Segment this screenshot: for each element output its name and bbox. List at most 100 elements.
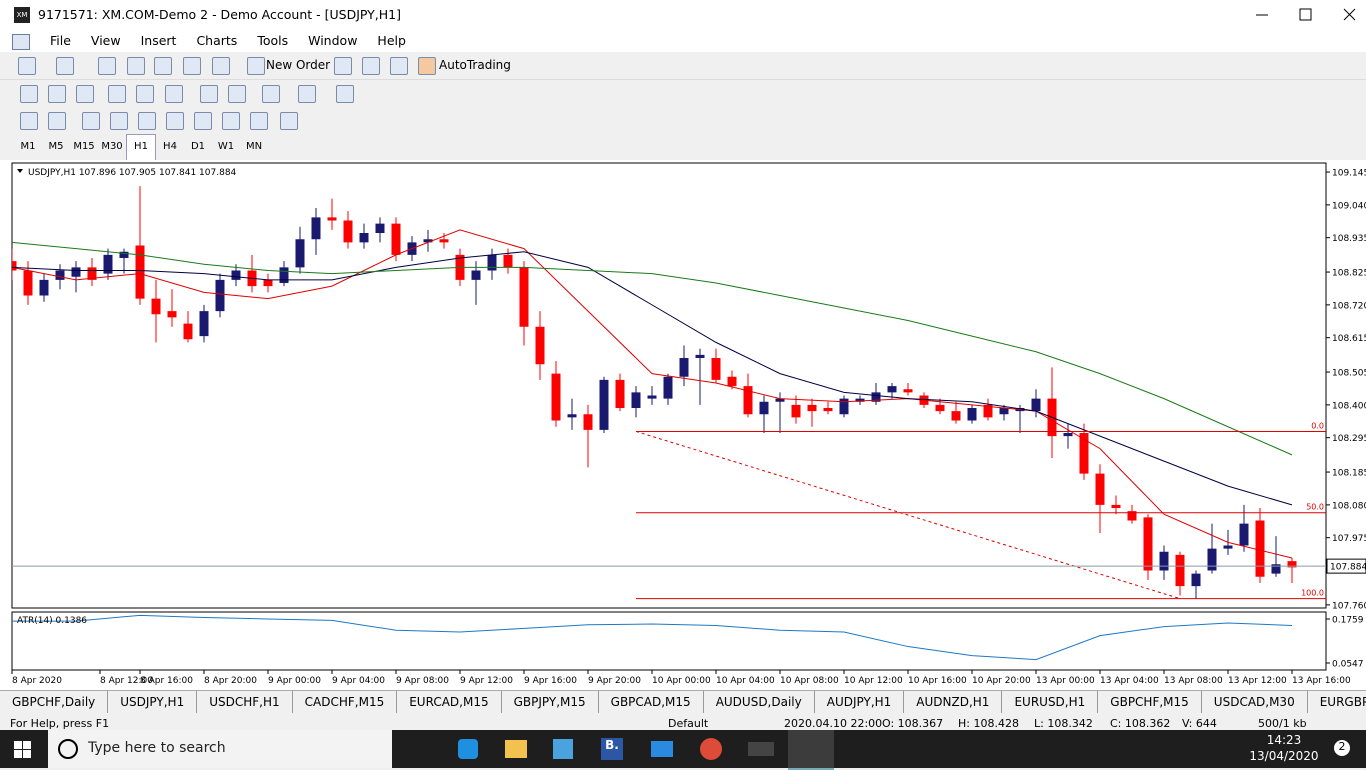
candle-body: [823, 408, 833, 412]
notification-count[interactable]: 2: [1334, 740, 1350, 756]
b-icon[interactable]: B.: [601, 738, 623, 760]
timeframe-button[interactable]: M1: [20, 141, 36, 152]
candle-body: [1159, 551, 1169, 571]
chrome-icon[interactable]: [700, 738, 722, 760]
timeframe-button[interactable]: H4: [163, 141, 177, 152]
candle-body: [23, 270, 33, 296]
explorer-icon[interactable]: [505, 740, 527, 758]
search-box[interactable]: Type here to search: [48, 730, 392, 768]
timeframe-button[interactable]: M15: [73, 141, 95, 152]
candle-body: [487, 254, 497, 271]
candle-body: [631, 392, 641, 408]
candle-body: [647, 395, 657, 399]
chart-tab[interactable]: EURCAD,M15: [397, 691, 502, 713]
x-tick-label: 10 Apr 00:00: [652, 676, 711, 686]
menu-item[interactable]: Tools: [257, 33, 289, 48]
timeframe-button[interactable]: M30: [101, 141, 123, 152]
xm-icon[interactable]: [788, 730, 834, 770]
chart-tab[interactable]: AUDUSD,Daily: [704, 691, 815, 713]
chart-tab[interactable]: USDCAD,M30: [1202, 691, 1308, 713]
candle-body: [55, 270, 65, 280]
timeframe-button[interactable]: MN: [245, 141, 263, 152]
chart-tab[interactable]: EURUSD,H1: [1002, 691, 1099, 713]
candle-body: [327, 217, 337, 221]
menu-item[interactable]: Insert: [140, 33, 177, 48]
chart-tab[interactable]: AUDJPY,H1: [815, 691, 905, 713]
start-button[interactable]: [14, 741, 32, 759]
mail-icon[interactable]: [651, 741, 673, 757]
candle-body: [999, 408, 1009, 415]
menu-item[interactable]: File: [50, 33, 71, 48]
candle-body: [743, 386, 753, 415]
candle-body: [1079, 433, 1089, 474]
y-tick-label: 109.040: [1332, 201, 1366, 211]
mt-icon[interactable]: [748, 742, 774, 756]
candle-body: [983, 404, 993, 418]
y-tick-label: 107.760: [1332, 601, 1366, 611]
new-order[interactable]: New Order: [266, 58, 331, 72]
candle-body: [1063, 433, 1073, 437]
candle-body: [599, 379, 609, 430]
store-icon[interactable]: [553, 739, 573, 759]
candle-body: [263, 279, 273, 287]
candle-body: [103, 254, 113, 274]
candle-body: [679, 358, 689, 377]
edge-icon[interactable]: [458, 739, 478, 759]
taskbar: Type here to search B. 14:23 13/04/2020 …: [0, 730, 1366, 770]
candle-body: [1175, 554, 1185, 587]
menu-item[interactable]: View: [90, 33, 121, 48]
app-icon: XM: [14, 7, 30, 23]
timeframe-button[interactable]: D1: [190, 141, 206, 152]
status-field: C: 108.362: [1110, 717, 1171, 730]
timeframe-button[interactable]: W1: [217, 141, 235, 152]
candle-body: [1287, 561, 1297, 568]
timeframe-button[interactable]: H1: [126, 134, 156, 161]
chart-tab[interactable]: USDJPY,H1: [108, 691, 198, 713]
candle-body: [935, 404, 945, 412]
moving-average: [12, 229, 1293, 559]
toolbar-standard: New Order AutoTrading: [0, 52, 1366, 80]
candle-body: [871, 392, 881, 402]
chart-tab[interactable]: AUDNZD,H1: [904, 691, 1003, 713]
candle-body: [39, 279, 49, 296]
moving-average: [12, 251, 1293, 506]
candle-body: [311, 217, 321, 240]
candle-body: [1239, 523, 1249, 546]
x-tick-label: 10 Apr 12:00: [844, 676, 903, 686]
candle-body: [1223, 545, 1233, 549]
chart-tab[interactable]: GBPCHF,M15: [1098, 691, 1202, 713]
status-field: V: 644: [1182, 717, 1217, 730]
menu-item[interactable]: Charts: [196, 33, 238, 48]
timeframes: M1 M5 M15 M30 H1 H4 D1 W1 MN: [0, 134, 1366, 162]
x-tick-label: 9 Apr 04:00: [332, 676, 385, 686]
x-tick-label: 9 Apr 08:00: [396, 676, 449, 686]
chart-tab[interactable]: EURGBP,M15: [1308, 691, 1366, 713]
chart: 109.145 109.040 108.935 108.825 108.720 108.6…: [0, 160, 1366, 690]
chart-tab[interactable]: GBPCAD,M15: [599, 691, 704, 713]
menu-item[interactable]: Help: [377, 33, 406, 48]
timeframe-button[interactable]: M5: [48, 141, 64, 152]
candle-body: [135, 245, 145, 299]
chart-tab[interactable]: GBPJPY,M15: [502, 691, 599, 713]
candle-body: [967, 408, 977, 421]
chart-tab[interactable]: USDCHF,H1: [197, 691, 293, 713]
chart-tab[interactable]: CADCHF,M15: [293, 691, 398, 713]
x-tick-label: 13 Apr 04:00: [1100, 676, 1159, 686]
window-controls[interactable]: [1240, 0, 1366, 30]
y-tick-label: 108.825: [1332, 269, 1366, 279]
y-tick-label: 108.720: [1332, 301, 1366, 311]
fibo-label: 50.0: [1306, 503, 1324, 512]
x-tick-label: 9 Apr 00:00: [268, 676, 321, 686]
y-tick-label: 108.185: [1332, 469, 1366, 479]
candle-body: [471, 270, 481, 280]
candle-body: [1255, 520, 1265, 577]
chart-tab[interactable]: GBPCHF,Daily: [0, 691, 109, 713]
candle-body: [663, 376, 673, 399]
autotrading[interactable]: AutoTrading: [439, 58, 511, 72]
candle-body: [903, 389, 913, 393]
candle-body: [583, 414, 593, 430]
candle-body: [343, 220, 353, 243]
atr-line: [12, 614, 1293, 661]
menu-item[interactable]: Window: [308, 33, 358, 48]
